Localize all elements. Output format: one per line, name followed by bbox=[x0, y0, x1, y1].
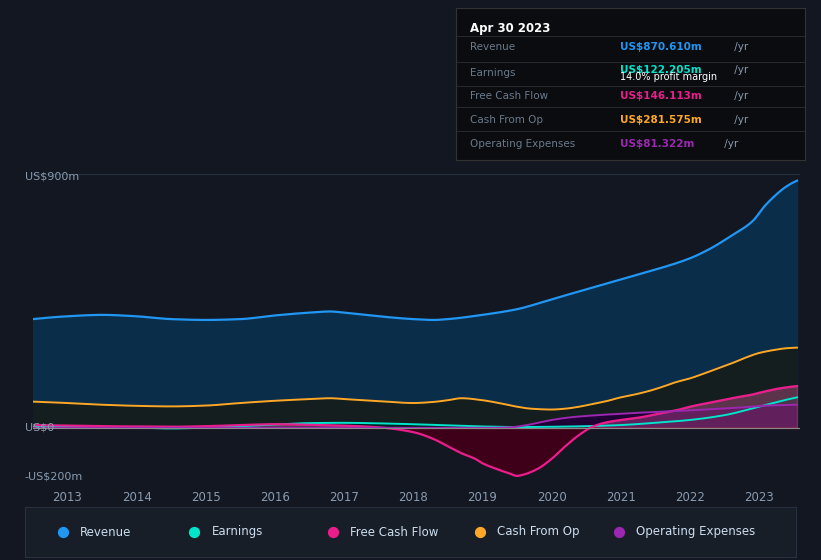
Point bbox=[612, 528, 626, 536]
Text: Earnings: Earnings bbox=[211, 525, 263, 539]
Point bbox=[188, 528, 201, 536]
Text: US$0: US$0 bbox=[25, 423, 54, 433]
Text: Free Cash Flow: Free Cash Flow bbox=[351, 525, 438, 539]
Text: Free Cash Flow: Free Cash Flow bbox=[470, 91, 548, 101]
Point bbox=[57, 528, 70, 536]
Text: Apr 30 2023: Apr 30 2023 bbox=[470, 22, 550, 35]
Text: /yr: /yr bbox=[731, 91, 748, 101]
Text: Cash From Op: Cash From Op bbox=[497, 525, 580, 539]
Text: US$81.322m: US$81.322m bbox=[620, 139, 694, 150]
Text: /yr: /yr bbox=[731, 42, 748, 52]
Text: /yr: /yr bbox=[721, 139, 738, 150]
Text: US$122.205m: US$122.205m bbox=[620, 64, 701, 74]
Text: -US$200m: -US$200m bbox=[25, 472, 83, 482]
Text: US$870.610m: US$870.610m bbox=[620, 42, 701, 52]
Text: Revenue: Revenue bbox=[80, 525, 131, 539]
Text: 14.0% profit margin: 14.0% profit margin bbox=[620, 72, 717, 82]
Text: /yr: /yr bbox=[731, 64, 748, 74]
Text: Cash From Op: Cash From Op bbox=[470, 115, 543, 124]
Text: US$900m: US$900m bbox=[25, 171, 79, 181]
Text: US$281.575m: US$281.575m bbox=[620, 115, 701, 124]
Text: Operating Expenses: Operating Expenses bbox=[470, 139, 575, 150]
Point bbox=[327, 528, 340, 536]
Text: US$146.113m: US$146.113m bbox=[620, 91, 701, 101]
Point bbox=[474, 528, 487, 536]
Text: Earnings: Earnings bbox=[470, 68, 515, 78]
Text: Operating Expenses: Operating Expenses bbox=[635, 525, 755, 539]
Text: Revenue: Revenue bbox=[470, 42, 515, 52]
Text: /yr: /yr bbox=[731, 115, 748, 124]
